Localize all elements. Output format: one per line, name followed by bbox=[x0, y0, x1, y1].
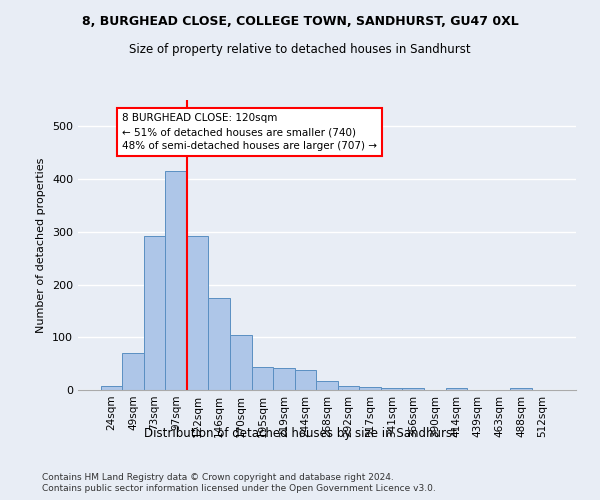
Bar bbox=[230, 334, 251, 390]
Bar bbox=[338, 386, 359, 390]
Bar bbox=[316, 381, 338, 390]
Bar bbox=[187, 236, 208, 390]
Text: Contains HM Land Registry data © Crown copyright and database right 2024.: Contains HM Land Registry data © Crown c… bbox=[42, 472, 394, 482]
Text: 8 BURGHEAD CLOSE: 120sqm
← 51% of detached houses are smaller (740)
48% of semi-: 8 BURGHEAD CLOSE: 120sqm ← 51% of detach… bbox=[122, 113, 377, 151]
Bar bbox=[208, 298, 230, 390]
Bar bbox=[144, 236, 166, 390]
Bar bbox=[166, 171, 187, 390]
Text: 8, BURGHEAD CLOSE, COLLEGE TOWN, SANDHURST, GU47 0XL: 8, BURGHEAD CLOSE, COLLEGE TOWN, SANDHUR… bbox=[82, 15, 518, 28]
Bar bbox=[510, 388, 532, 390]
Bar bbox=[359, 388, 381, 390]
Bar bbox=[122, 353, 144, 390]
Text: Size of property relative to detached houses in Sandhurst: Size of property relative to detached ho… bbox=[129, 42, 471, 56]
Bar bbox=[446, 388, 467, 390]
Bar bbox=[403, 388, 424, 390]
Y-axis label: Number of detached properties: Number of detached properties bbox=[37, 158, 46, 332]
Bar bbox=[295, 370, 316, 390]
Bar bbox=[101, 386, 122, 390]
Text: Contains public sector information licensed under the Open Government Licence v3: Contains public sector information licen… bbox=[42, 484, 436, 493]
Bar bbox=[381, 388, 403, 390]
Bar bbox=[251, 368, 273, 390]
Text: Distribution of detached houses by size in Sandhurst: Distribution of detached houses by size … bbox=[143, 428, 457, 440]
Bar bbox=[273, 368, 295, 390]
